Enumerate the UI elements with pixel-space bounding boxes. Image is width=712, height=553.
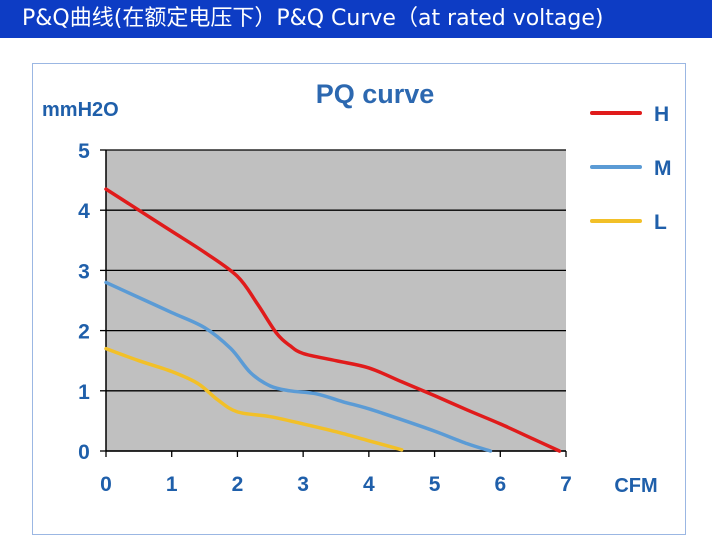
x-tick-label: 5 (429, 473, 441, 496)
y-tick-label: 2 (78, 321, 90, 344)
x-tick-label: 0 (100, 473, 112, 496)
x-tick-label: 3 (297, 473, 309, 496)
x-tick-label: 6 (494, 473, 506, 496)
y-tick-label: 5 (78, 140, 90, 163)
y-tick-label: 1 (78, 381, 90, 404)
series-line-H (104, 187, 562, 453)
legend-label-M: M (654, 157, 672, 180)
x-tick-label: 7 (560, 473, 572, 496)
legend-label-H: H (654, 103, 669, 126)
plot-background (106, 150, 566, 451)
x-tick-label: 1 (166, 473, 178, 496)
series-line-M (104, 280, 493, 453)
series-line-L (104, 346, 404, 452)
x-axis-label: CFM (614, 475, 657, 497)
plot-area: 0 1 2 3 4 5 0 1 2 3 4 5 6 7 (78, 140, 572, 496)
x-tick-label: 2 (232, 473, 244, 496)
y-tick-label: 3 (78, 260, 90, 283)
chart-marks: H M L (104, 103, 672, 453)
legend-label-L: L (654, 211, 667, 234)
y-tick-label: 0 (78, 441, 90, 464)
y-tick-label: 4 (78, 200, 90, 223)
header-title: P&Q曲线(在额定电压下）P&Q Curve（at rated voltage) (0, 0, 712, 38)
chart-title: PQ curve (316, 79, 435, 109)
x-tick-label: 4 (363, 473, 375, 496)
y-axis-label: mmH2O (42, 99, 119, 121)
